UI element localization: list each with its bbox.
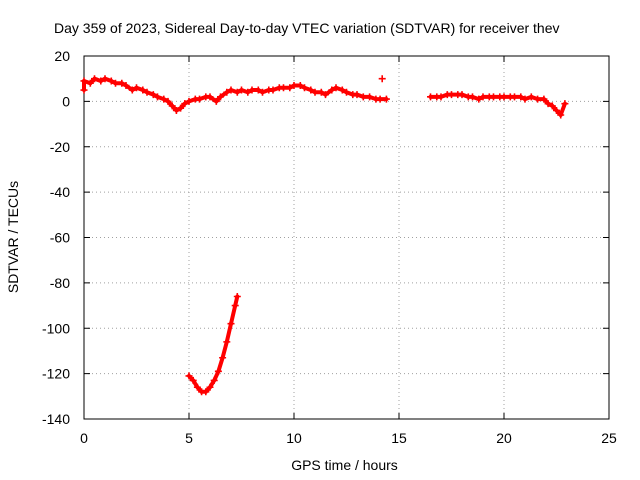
chart-title: Day 359 of 2023, Sidereal Day-to-day VTE… [54, 20, 560, 36]
x-tick-label: 25 [601, 430, 617, 446]
y-tick-label: -80 [50, 275, 70, 291]
data-trace-segment [229, 303, 238, 326]
x-axis-label: GPS time / hours [291, 457, 398, 473]
y-tick-label: -20 [50, 139, 70, 155]
data-points [80, 75, 569, 396]
y-tick-label: -100 [42, 320, 70, 336]
x-tick-label: 10 [286, 430, 302, 446]
y-tick-label: 0 [62, 93, 70, 109]
data-series [185, 292, 241, 396]
data-series [80, 75, 569, 119]
y-axis-label: SDTVAR / TECUs [5, 181, 21, 293]
data-trace-segment [558, 101, 567, 117]
data-trace-segment [233, 294, 240, 308]
x-tick-label: 5 [185, 430, 193, 446]
x-tick-label: 0 [80, 430, 88, 446]
axis-ticks: 0 5 10 15 20 25 -140 -120 -100 -80 -60 -40 -20 0 20 [42, 48, 617, 446]
data-trace-segment [216, 355, 225, 374]
y-tick-label: -60 [50, 230, 70, 246]
data-trace-segment [224, 321, 233, 344]
grid-lines [84, 56, 609, 419]
y-tick-label: -140 [42, 411, 70, 427]
y-tick-label: -40 [50, 184, 70, 200]
y-tick-label: -120 [42, 366, 70, 382]
data-trace-segment [220, 339, 229, 360]
data-point [378, 75, 386, 83]
x-tick-label: 15 [391, 430, 407, 446]
x-tick-label: 20 [496, 430, 512, 446]
y-tick-label: 20 [54, 48, 70, 64]
data-series [378, 75, 386, 83]
